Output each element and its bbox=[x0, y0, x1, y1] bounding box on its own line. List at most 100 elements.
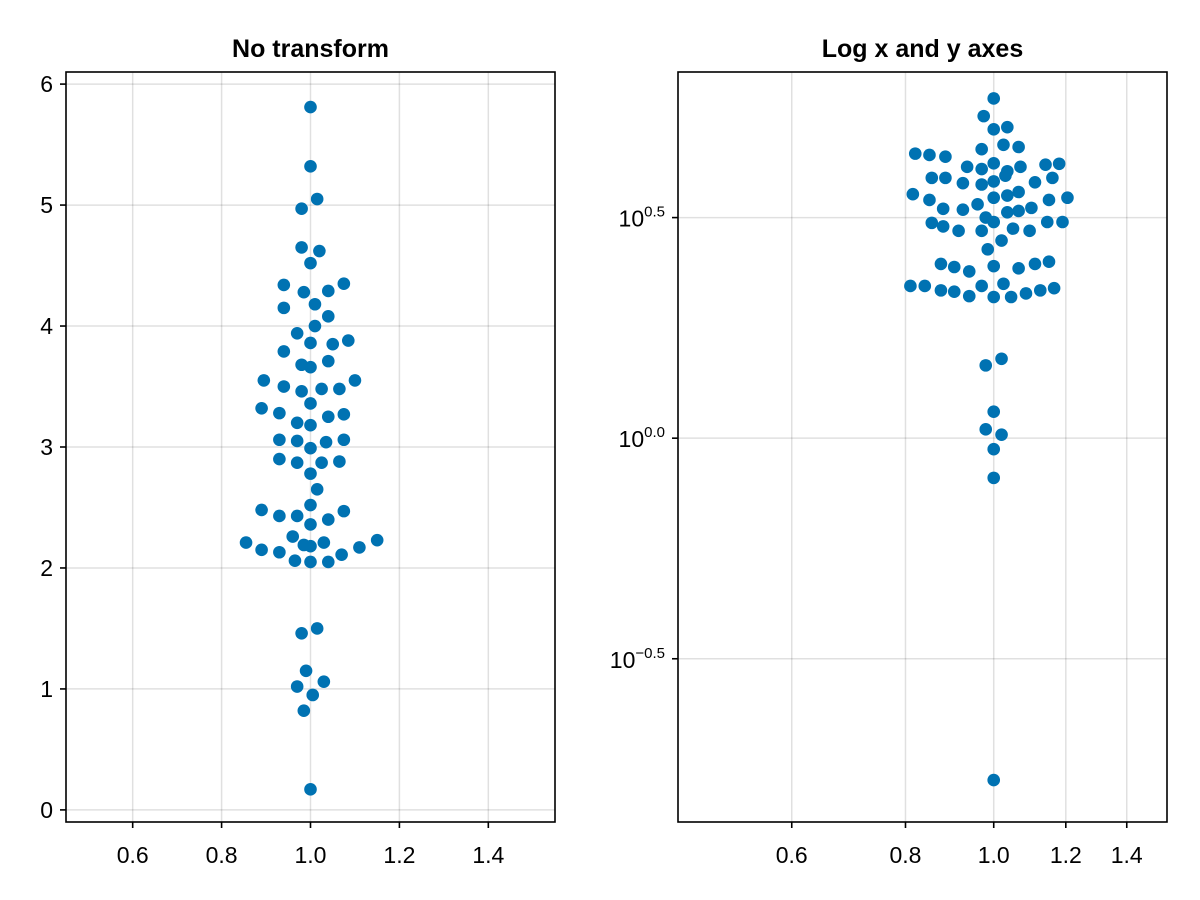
data-point bbox=[1039, 158, 1052, 171]
data-point bbox=[335, 548, 348, 561]
data-point bbox=[310, 622, 324, 635]
data-point bbox=[1001, 120, 1014, 134]
data-point bbox=[987, 92, 1001, 105]
data-point bbox=[979, 423, 993, 436]
x-tick-label: 0.8 bbox=[889, 842, 921, 868]
data-point bbox=[273, 509, 286, 523]
data-point bbox=[962, 265, 976, 278]
x-tick-label: 0.8 bbox=[206, 842, 238, 868]
data-point bbox=[1012, 262, 1025, 275]
data-point bbox=[299, 664, 313, 678]
panel-no-transform: No transform 0.6 0.8 1.0 1.2 1.4 0 1 2 3 4 5 6 bbox=[40, 35, 556, 868]
data-point bbox=[286, 530, 300, 543]
data-point bbox=[277, 278, 291, 292]
data-point bbox=[348, 374, 362, 387]
data-point bbox=[1028, 257, 1042, 271]
y-tick-label: 100.5 bbox=[619, 204, 665, 232]
axes-frame-right bbox=[677, 71, 1168, 823]
y-tick-label: 10−0.5 bbox=[610, 645, 665, 673]
data-point bbox=[277, 380, 291, 393]
data-point bbox=[304, 418, 317, 432]
data-point bbox=[975, 279, 988, 293]
data-point bbox=[936, 202, 950, 216]
data-point bbox=[997, 277, 1010, 291]
data-point bbox=[315, 382, 328, 396]
data-point bbox=[297, 285, 311, 299]
data-point bbox=[995, 428, 1008, 441]
data-point bbox=[960, 160, 974, 174]
x-tick-label: 1.0 bbox=[978, 842, 1010, 868]
panel-log-axes: Log x and y axes 0.6 0.8 1.0 1.2 1.4 100.5 100… bbox=[610, 35, 1168, 868]
chart-title-left: No transform bbox=[232, 35, 389, 63]
data-point bbox=[315, 456, 328, 470]
y-tick-label: 100.0 bbox=[619, 424, 665, 452]
data-point bbox=[939, 171, 952, 185]
data-point bbox=[310, 483, 324, 496]
data-point bbox=[337, 504, 351, 518]
data-point bbox=[370, 533, 384, 547]
data-point bbox=[304, 555, 317, 569]
y-tick-label: 0 bbox=[40, 797, 53, 823]
data-point bbox=[1001, 205, 1014, 219]
data-point bbox=[295, 202, 308, 215]
x-tick-label: 1.2 bbox=[383, 842, 415, 868]
data-point bbox=[1025, 201, 1038, 215]
grid-right bbox=[678, 72, 1167, 822]
data-point bbox=[987, 405, 1001, 419]
data-point bbox=[321, 354, 335, 368]
data-point bbox=[304, 783, 317, 796]
points-left bbox=[239, 100, 384, 796]
x-tick-label: 0.6 bbox=[776, 842, 808, 868]
data-point bbox=[290, 326, 304, 340]
data-point bbox=[304, 397, 317, 410]
data-point bbox=[1019, 287, 1033, 300]
data-point bbox=[319, 435, 333, 449]
data-point bbox=[975, 224, 988, 238]
data-point bbox=[277, 345, 291, 358]
data-point bbox=[925, 216, 939, 230]
y-tick-label-base: 10 bbox=[610, 647, 636, 673]
data-point bbox=[975, 142, 988, 156]
data-point bbox=[288, 554, 302, 568]
data-point bbox=[906, 187, 920, 201]
data-point bbox=[999, 169, 1012, 182]
data-point bbox=[304, 256, 317, 270]
x-tick-label: 1.0 bbox=[295, 842, 327, 868]
data-point bbox=[353, 541, 366, 554]
data-point bbox=[1012, 204, 1025, 218]
data-point bbox=[273, 545, 286, 559]
data-point bbox=[255, 543, 268, 557]
data-point bbox=[304, 539, 317, 553]
data-point bbox=[1012, 140, 1025, 154]
data-point bbox=[277, 301, 291, 315]
data-point bbox=[918, 279, 932, 293]
data-point bbox=[304, 160, 317, 173]
y-tick-label: 4 bbox=[40, 313, 53, 339]
data-point bbox=[925, 171, 939, 185]
data-point bbox=[1014, 160, 1027, 174]
ticks-left: 0.6 0.8 1.0 1.2 1.4 0 1 2 3 4 5 6 bbox=[40, 71, 504, 868]
data-point bbox=[975, 162, 988, 176]
data-point bbox=[987, 191, 1001, 205]
x-tick-label: 1.2 bbox=[1050, 842, 1082, 868]
data-point bbox=[304, 518, 317, 531]
data-point bbox=[995, 234, 1008, 247]
data-point bbox=[239, 536, 253, 549]
data-point bbox=[304, 336, 317, 350]
data-point bbox=[1023, 224, 1036, 238]
chart-title-right: Log x and y axes bbox=[822, 35, 1023, 63]
y-tick-label-base: 10 bbox=[619, 426, 645, 452]
y-tick-label: 6 bbox=[40, 71, 53, 97]
data-point bbox=[934, 257, 948, 271]
data-point bbox=[1042, 193, 1056, 207]
points-right bbox=[904, 92, 1074, 787]
data-point bbox=[295, 385, 308, 398]
data-point bbox=[923, 148, 936, 162]
data-point bbox=[908, 147, 922, 160]
data-point bbox=[308, 319, 322, 333]
data-point bbox=[956, 203, 970, 216]
data-point bbox=[956, 176, 970, 190]
data-point bbox=[273, 452, 286, 466]
x-tick-label: 1.4 bbox=[1111, 842, 1143, 868]
data-point bbox=[321, 410, 335, 424]
